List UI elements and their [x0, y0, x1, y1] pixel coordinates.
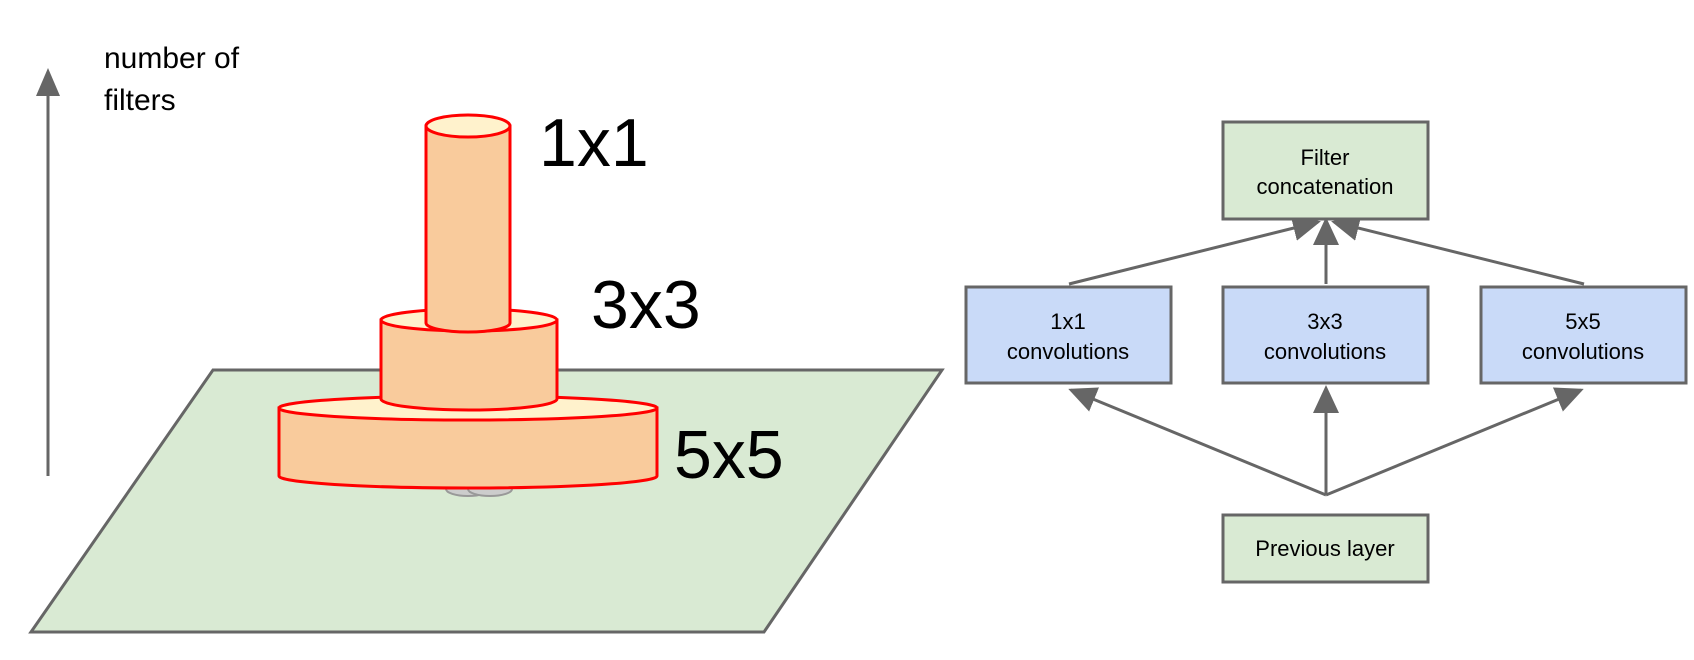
axis-arrowhead-icon	[36, 68, 60, 96]
axis-label-line1: number of	[104, 42, 240, 75]
arrow-5x5-to-concat	[1331, 215, 1585, 286]
conv-3x3-line2: convolutions	[1264, 339, 1386, 364]
input-arrows	[1068, 385, 1584, 497]
conv-5x5-node: 5x5 convolutions	[1479, 285, 1688, 385]
conv-3x3-line1: 3x3	[1307, 309, 1342, 334]
filter-count-axis	[36, 68, 60, 476]
axis-label-line2: filters	[104, 84, 176, 117]
arrow-prev-to-5x5	[1325, 387, 1584, 497]
label-5x5: 5x5	[674, 417, 784, 493]
cylinder-1x1	[424, 113, 512, 334]
previous-layer-node: Previous layer	[1221, 513, 1430, 584]
filter-concatenation-node: Filter concatenation	[1221, 120, 1430, 221]
conv-3x3-node: 3x3 convolutions	[1221, 285, 1430, 385]
filter-concat-line2: concatenation	[1257, 174, 1394, 199]
arrow-prev-to-1x1	[1068, 387, 1327, 497]
ground-plane	[28, 368, 945, 634]
conv-1x1-line1: 1x1	[1050, 309, 1085, 334]
label-1x1: 1x1	[539, 105, 649, 181]
conv-1x1-line2: convolutions	[1007, 339, 1129, 364]
previous-layer-label: Previous layer	[1255, 536, 1394, 561]
label-3x3: 3x3	[591, 267, 701, 343]
output-arrows	[1068, 215, 1585, 286]
right-panel: Filter concatenation 1x1 convolutions 3x…	[964, 120, 1688, 584]
arrow-1x1-to-concat	[1068, 215, 1321, 286]
filter-concat-line1: Filter	[1301, 145, 1350, 170]
left-panel: number of filters	[28, 42, 945, 634]
conv-5x5-line2: convolutions	[1522, 339, 1644, 364]
conv-5x5-line1: 5x5	[1565, 309, 1600, 334]
conv-1x1-node: 1x1 convolutions	[964, 285, 1173, 385]
